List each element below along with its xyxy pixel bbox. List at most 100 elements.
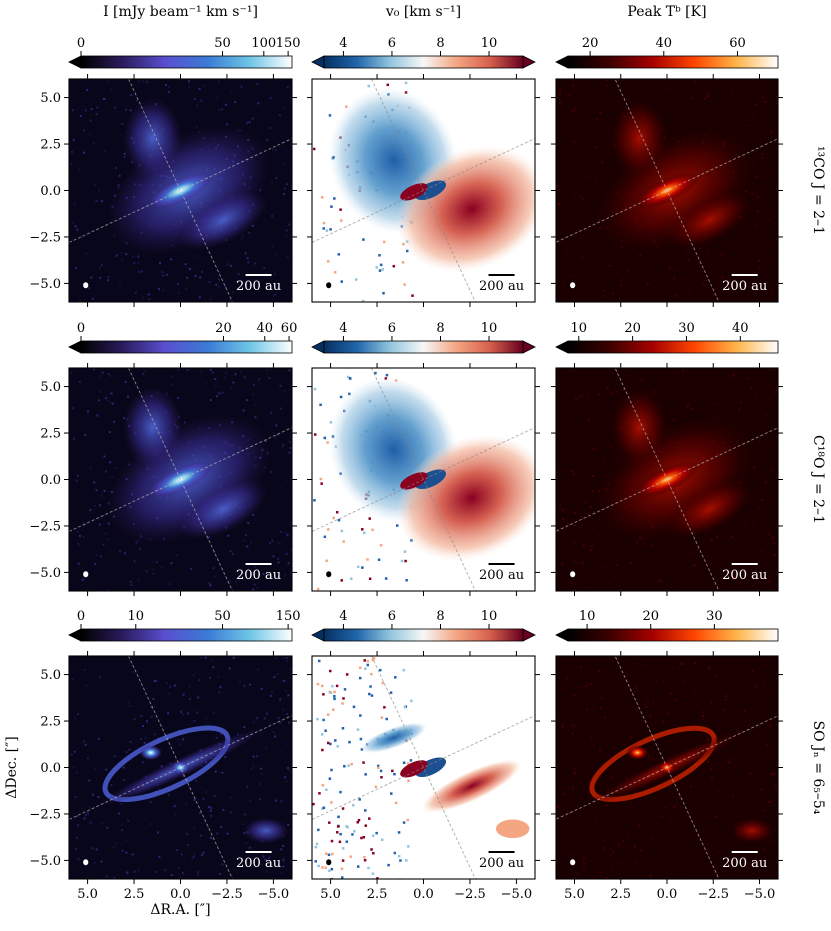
x-tick-label: 0.0: [413, 887, 434, 902]
noise-pixel: [757, 576, 760, 579]
noise-pixel: [106, 826, 109, 829]
colorbar-tick-label: 10: [481, 36, 498, 51]
noise-pixel: [752, 244, 755, 247]
noise-pixel: [216, 832, 219, 835]
noise-pixel: [247, 261, 250, 264]
noise-pixel: [314, 860, 318, 863]
noise-pixel: [683, 578, 686, 581]
noise-pixel: [734, 376, 737, 379]
noise-pixel: [766, 245, 769, 248]
noise-pixel: [675, 294, 678, 297]
noise-pixel: [106, 785, 109, 788]
noise-pixel: [672, 877, 675, 879]
noise-pixel: [655, 679, 658, 682]
noise-pixel: [689, 785, 692, 788]
noise-pixel: [622, 840, 625, 843]
noise-pixel: [285, 656, 288, 659]
noise-pixel: [580, 160, 583, 163]
noise-pixel: [260, 687, 263, 690]
noise-pixel: [764, 481, 767, 484]
noise-pixel: [601, 161, 604, 164]
noise-pixel: [592, 447, 595, 450]
noise-pixel: [639, 254, 642, 257]
noise-pixel: [248, 683, 251, 686]
colorbar-tick-label: 20: [624, 321, 641, 336]
noise-pixel: [158, 855, 161, 858]
noise-pixel: [134, 291, 137, 294]
noise-pixel: [687, 293, 690, 296]
noise-pixel: [114, 166, 117, 169]
noise-pixel: [239, 574, 242, 577]
noise-pixel: [619, 254, 622, 257]
noise-pixel: [177, 291, 180, 294]
noise-pixel: [770, 130, 773, 133]
noise-pixel: [673, 277, 676, 280]
noise-pixel: [634, 687, 637, 690]
colorbar-body: [80, 55, 293, 69]
noise-pixel: [113, 846, 116, 849]
noise-pixel: [279, 407, 282, 410]
colorbar-tick-label: 10: [128, 609, 145, 624]
noise-pixel: [287, 694, 290, 697]
noise-pixel: [705, 722, 708, 725]
noise-pixel: [702, 795, 705, 798]
noise-pixel: [638, 824, 641, 827]
noise-pixel: [363, 659, 366, 662]
noise-pixel: [723, 835, 726, 838]
noise-pixel: [167, 85, 170, 88]
noise-pixel: [225, 123, 228, 126]
noise-pixel: [290, 668, 292, 671]
noise-pixel: [285, 183, 288, 186]
noise-pixel: [561, 722, 564, 725]
noise-pixel: [127, 395, 130, 398]
noise-pixel: [132, 255, 135, 258]
noise-pixel: [702, 802, 705, 805]
noise-pixel: [379, 263, 383, 267]
noise-pixel: [382, 291, 385, 295]
noise-pixel: [131, 853, 134, 856]
noise-pixel: [603, 847, 606, 850]
noise-pixel: [271, 690, 274, 693]
beam-ellipse: [570, 859, 576, 866]
noise-pixel: [315, 842, 319, 846]
noise-pixel: [114, 106, 117, 109]
noise-pixel: [92, 368, 95, 371]
noise-pixel: [770, 498, 773, 501]
noise-pixel: [211, 659, 214, 662]
noise-pixel: [772, 541, 775, 544]
noise-pixel: [376, 764, 380, 768]
noise-pixel: [361, 566, 364, 569]
colorbar-body: [323, 55, 524, 69]
noise-pixel: [275, 148, 278, 151]
colorbar-tick-label: 60: [281, 321, 298, 336]
noise-pixel: [286, 659, 289, 662]
noise-pixel: [571, 732, 574, 735]
noise-pixel: [253, 583, 256, 586]
noise-pixel: [556, 716, 559, 719]
noise-pixel: [282, 193, 285, 196]
noise-pixel: [321, 784, 325, 787]
noise-pixel: [678, 796, 681, 799]
noise-pixel: [604, 716, 607, 719]
noise-pixel: [195, 779, 198, 782]
noise-pixel: [684, 786, 687, 789]
noise-pixel: [133, 560, 136, 563]
noise-pixel: [651, 544, 654, 547]
noise-pixel: [368, 577, 372, 581]
noise-pixel: [627, 89, 630, 92]
noise-pixel: [666, 818, 669, 821]
noise-pixel: [394, 801, 398, 805]
noise-pixel: [126, 872, 129, 875]
noise-pixel: [254, 565, 257, 568]
noise-pixel: [707, 248, 710, 251]
noise-pixel: [188, 685, 191, 688]
noise-pixel: [198, 88, 201, 91]
noise-pixel: [401, 261, 405, 264]
noise-pixel: [770, 588, 773, 591]
noise-pixel: [272, 731, 275, 734]
noise-pixel: [757, 259, 760, 262]
noise-pixel: [377, 558, 381, 561]
noise-pixel: [768, 384, 771, 387]
noise-pixel: [597, 393, 600, 396]
noise-pixel: [102, 97, 105, 100]
